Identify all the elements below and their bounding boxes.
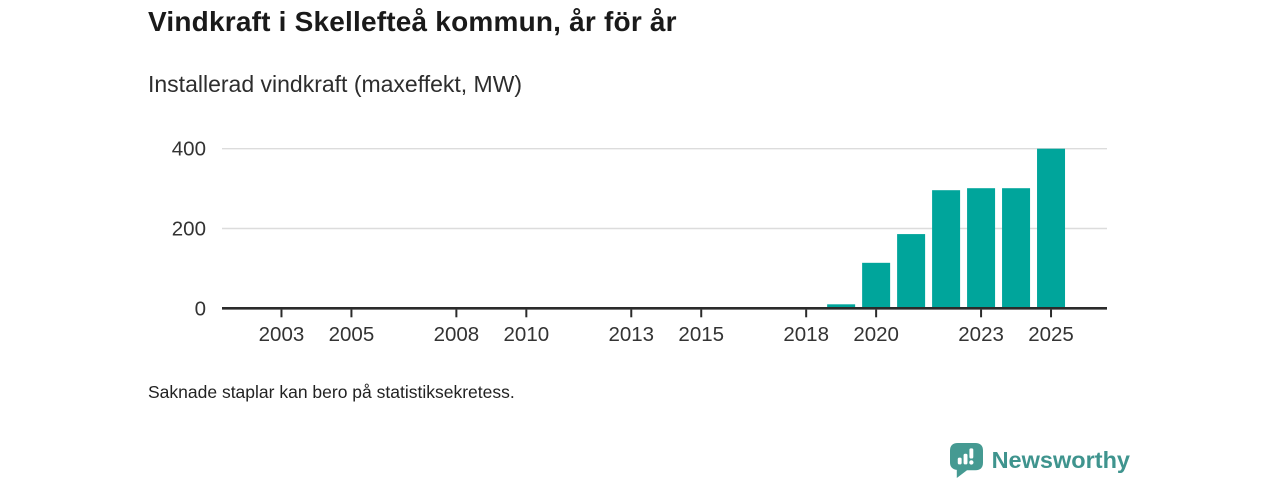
x-axis-label-2013: 2013 (608, 323, 654, 346)
brand-logo: Newsworthy (949, 443, 1130, 478)
y-axis-label-200: 200 (172, 218, 206, 241)
bar-2023 (967, 188, 996, 309)
y-axis-label-0: 0 (195, 297, 206, 320)
x-axis-label-2003: 2003 (259, 323, 305, 346)
bar-2019 (827, 304, 856, 309)
chart-subtitle: Installerad vindkraft (maxeffekt, MW) (148, 71, 523, 97)
x-axis-label-2005: 2005 (329, 323, 375, 346)
newsworthy-logo-icon (949, 443, 983, 478)
bar-2022 (932, 190, 961, 309)
bar-2024 (1002, 188, 1031, 309)
bar-2020 (862, 262, 891, 309)
x-axis-label-2018: 2018 (783, 323, 829, 346)
x-axis-label-2025: 2025 (1028, 323, 1074, 346)
chart-title: Vindkraft i Skellefteå kommun, år för år (148, 6, 677, 37)
bar-2021 (897, 234, 926, 309)
x-axis-label-2020: 2020 (853, 323, 899, 346)
y-axis-label-400: 400 (172, 138, 206, 161)
footnote: Saknade staplar kan bero på statistiksek… (148, 382, 515, 402)
x-axis-label-2010: 2010 (504, 323, 550, 346)
x-axis-label-2015: 2015 (678, 323, 724, 346)
x-axis-label-2023: 2023 (958, 323, 1004, 346)
x-axis-label-2008: 2008 (434, 323, 480, 346)
bar-2025 (1037, 148, 1066, 309)
brand-name: Newsworthy (991, 446, 1130, 473)
